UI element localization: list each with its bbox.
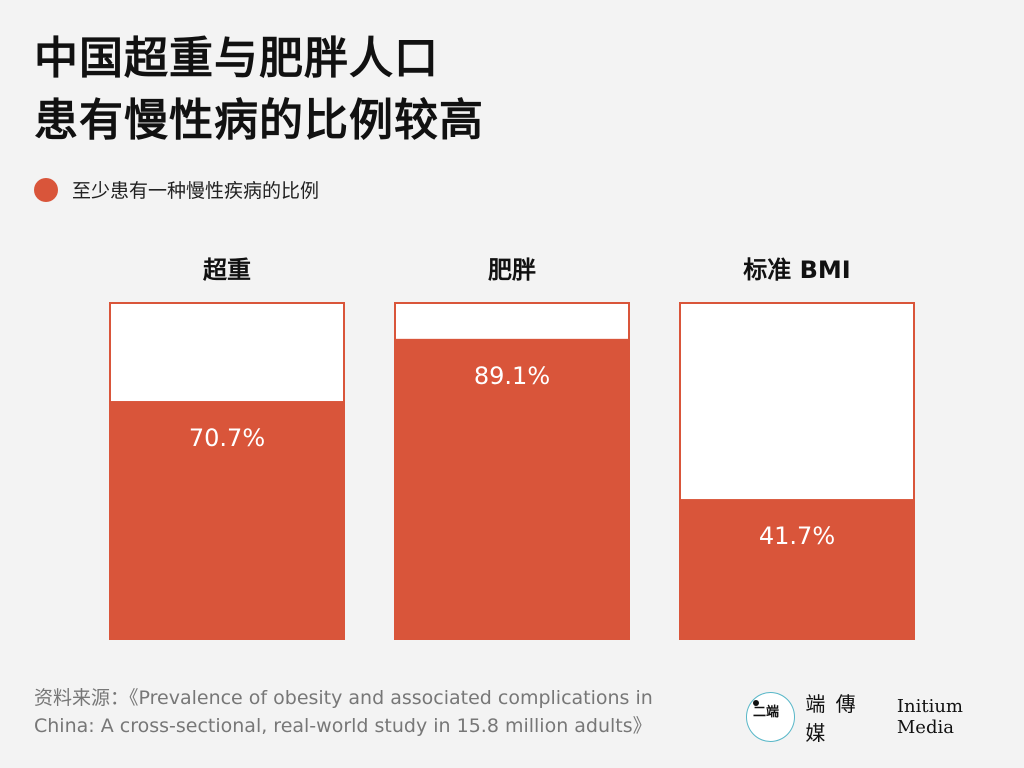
title-line-2: 患有慢性病的比例较高 xyxy=(34,95,484,146)
legend-label: 至少患有一种慢性疾病的比例 xyxy=(72,180,320,202)
bar-fill xyxy=(679,499,915,640)
category-label: 标准 BMI xyxy=(743,256,850,284)
brand: 二端 端 傳 媒 Initium Media xyxy=(746,688,1024,746)
brand-name-en: Initium Media xyxy=(896,696,963,738)
logo-dot xyxy=(753,700,759,706)
source-note: 资料来源：《Prevalence of obesity and associat… xyxy=(34,684,653,740)
brand-logo-icon: 二端 xyxy=(746,692,796,742)
logo-glyph: 二端 xyxy=(753,705,780,720)
legend: 至少患有一种慢性疾病的比例 xyxy=(34,176,319,203)
title-line-1: 中国超重与肥胖人口 xyxy=(34,33,439,84)
bar-fill xyxy=(109,401,345,640)
value-label: 70.7% xyxy=(189,424,265,452)
legend-swatch xyxy=(34,177,58,202)
brand-name-cn: 端 傳 媒 xyxy=(805,692,858,745)
source-line-1: 资料来源：《Prevalence of obesity and associat… xyxy=(34,687,653,709)
category-label: 超重 xyxy=(203,256,251,284)
source-line-2: China: A cross-sectional, real-world stu… xyxy=(34,715,652,737)
bar-fill xyxy=(394,338,630,640)
chart-title: 中国超重与肥胖人口 患有慢性病的比例较高 xyxy=(34,28,484,152)
category-label: 肥胖 xyxy=(488,256,536,284)
value-label: 89.1% xyxy=(474,362,550,390)
value-label: 41.7% xyxy=(759,522,835,550)
